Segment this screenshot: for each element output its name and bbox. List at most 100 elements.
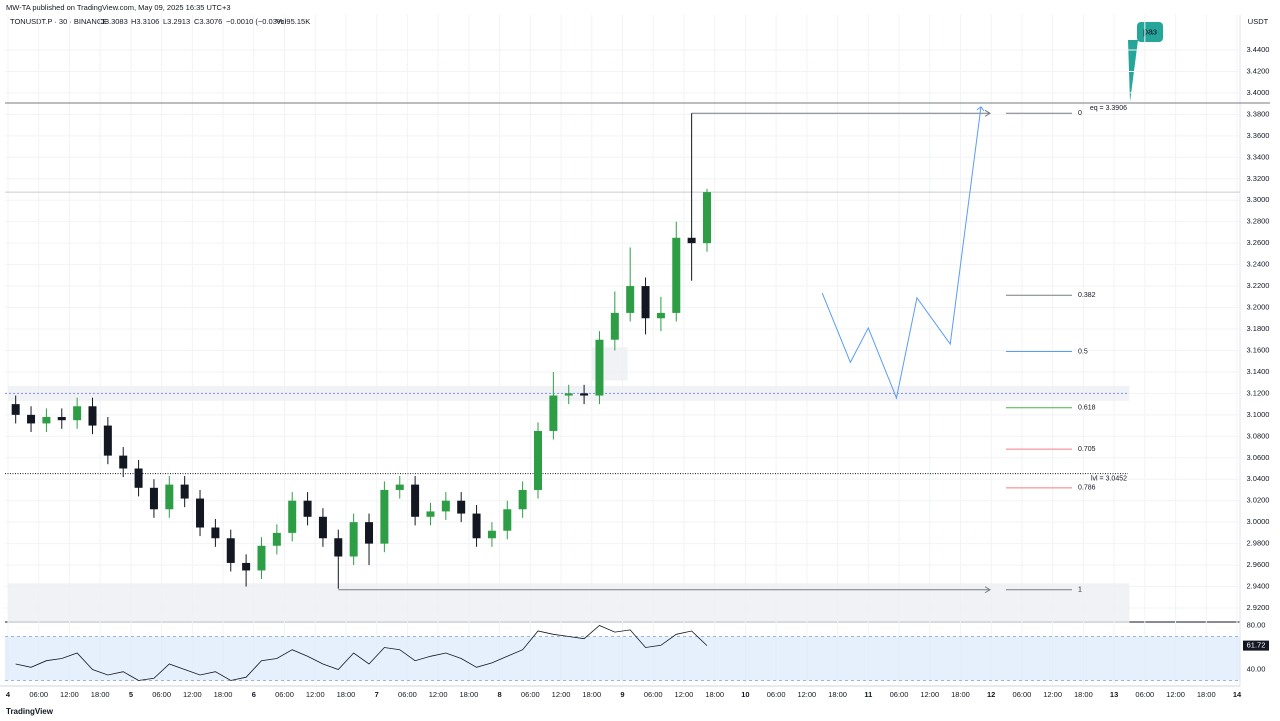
x-tick-label: 12:00 bbox=[183, 690, 202, 699]
candle-body bbox=[257, 545, 266, 571]
rsi-line bbox=[15, 625, 708, 681]
x-tick-label: 06:00 bbox=[890, 690, 909, 699]
x-tick-label: 13 bbox=[1110, 690, 1118, 699]
fib-label: 1 bbox=[1078, 587, 1082, 594]
x-tick-label: 18:00 bbox=[828, 690, 847, 699]
candle-body bbox=[119, 455, 128, 469]
candle-body bbox=[411, 484, 420, 517]
low: L3.2913 bbox=[163, 17, 190, 26]
x-tick-label: 5 bbox=[129, 690, 133, 699]
y-tick-label: 2.9200 bbox=[1247, 603, 1270, 612]
x-tick-label: 18:00 bbox=[214, 690, 233, 699]
brand: TradingView bbox=[6, 707, 54, 716]
y-tick-label: 2.9800 bbox=[1247, 539, 1270, 548]
y-tick-label: 3.2400 bbox=[1247, 260, 1270, 269]
candle-body bbox=[318, 516, 327, 539]
y-tick-label: 3.4200 bbox=[1247, 66, 1270, 75]
fib-anchor bbox=[338, 586, 991, 594]
candle-body bbox=[626, 286, 635, 313]
candle-body bbox=[211, 527, 220, 539]
candle-body bbox=[472, 513, 481, 539]
y-tick-label: 3.3600 bbox=[1247, 131, 1270, 140]
candle-body bbox=[226, 538, 235, 563]
x-tick-label: 12:00 bbox=[60, 690, 79, 699]
candle-body bbox=[534, 430, 543, 490]
candle-body bbox=[426, 511, 435, 517]
y-tick-label: 3.1200 bbox=[1247, 388, 1270, 397]
x-tick-label: 12 bbox=[987, 690, 995, 699]
x-tick-label: 12:00 bbox=[675, 690, 694, 699]
x-tick-label: 7 bbox=[375, 690, 379, 699]
high: H3.3106 bbox=[131, 17, 159, 26]
x-tick-label: 18:00 bbox=[1197, 690, 1216, 699]
drawings bbox=[5, 102, 1270, 624]
fib-label: 0.705 bbox=[1078, 446, 1096, 453]
change: −0.0010 (−0.03%) bbox=[226, 17, 287, 26]
candle-body bbox=[580, 393, 589, 396]
y-tick-label: 3.2200 bbox=[1247, 281, 1270, 290]
candle-body bbox=[441, 500, 450, 512]
rsi-last-label: 61.72 bbox=[1247, 641, 1266, 650]
x-tick-label: 06:00 bbox=[521, 690, 540, 699]
y-tick-label: 2.9600 bbox=[1247, 560, 1270, 569]
candle-body bbox=[503, 509, 512, 531]
candle-body bbox=[134, 468, 143, 488]
y-tick-label: 3.4400 bbox=[1247, 45, 1270, 54]
y-tick-label: 3.0800 bbox=[1247, 431, 1270, 440]
candle-body bbox=[595, 339, 604, 396]
x-tick-label: 18:00 bbox=[951, 690, 970, 699]
projection bbox=[821, 106, 982, 400]
fib-anchor bbox=[691, 109, 991, 117]
x-tick-label: 12:00 bbox=[920, 690, 939, 699]
candle-body bbox=[395, 484, 404, 490]
x-tick-label: 18:00 bbox=[459, 690, 478, 699]
x-tick-label: 18:00 bbox=[91, 690, 110, 699]
candle-body bbox=[687, 237, 696, 244]
bubble-text: раз bbox=[1143, 26, 1157, 36]
fib-label: 0.5 bbox=[1078, 348, 1088, 355]
candle-body bbox=[702, 192, 711, 244]
x-tick-label: 12:00 bbox=[429, 690, 448, 699]
bubble bbox=[1137, 22, 1163, 42]
candle-body bbox=[487, 530, 496, 539]
x-tick-label: 06:00 bbox=[29, 690, 48, 699]
x-tick-label: 06:00 bbox=[1135, 690, 1154, 699]
y-tick-label: 3.2000 bbox=[1247, 303, 1270, 312]
candle-body bbox=[288, 500, 297, 533]
x-tick-label: 14 bbox=[1233, 690, 1242, 699]
candle-body bbox=[165, 484, 174, 510]
candle-body bbox=[656, 312, 665, 319]
projection-arrow bbox=[976, 106, 985, 112]
y-tick-label: 3.0600 bbox=[1247, 453, 1270, 462]
y-tick-label: 3.1600 bbox=[1247, 345, 1270, 354]
x-tick-label: 11 bbox=[864, 690, 872, 699]
y-tick-label: 3.0200 bbox=[1247, 496, 1270, 505]
volume: Vol95.15K bbox=[276, 17, 310, 26]
y-tick-label: 3.1800 bbox=[1247, 324, 1270, 333]
publisher: MW-TA published on TradingView.com, May … bbox=[6, 3, 231, 12]
x-tick-label: 06:00 bbox=[1013, 690, 1032, 699]
x-tick-label: 18:00 bbox=[1074, 690, 1093, 699]
candle-body bbox=[334, 538, 343, 557]
eq-label: eq = 3.3906 bbox=[1090, 105, 1127, 112]
candle-body bbox=[88, 406, 97, 426]
candle-body bbox=[349, 522, 358, 557]
x-tick-label: 12:00 bbox=[552, 690, 571, 699]
x-tick-label: 10 bbox=[741, 690, 749, 699]
y-tick-label: 2.9400 bbox=[1247, 582, 1270, 591]
candle-body bbox=[27, 414, 36, 424]
symbol: TONUSDT.P · 30 · BINANCE bbox=[10, 17, 107, 26]
candle-body bbox=[380, 489, 389, 544]
y-tick-label: 3.1400 bbox=[1247, 367, 1270, 376]
candle-body bbox=[242, 562, 251, 571]
x-tick-label: 12:00 bbox=[797, 690, 816, 699]
candle-body bbox=[180, 484, 189, 499]
y-tick-label: 3.0000 bbox=[1247, 517, 1270, 526]
candle-body bbox=[365, 522, 374, 544]
candle-body bbox=[549, 395, 558, 431]
candle-body bbox=[518, 489, 527, 510]
candle-body bbox=[11, 404, 20, 415]
x-tick-label: 18:00 bbox=[337, 690, 356, 699]
rsi-tick-label: 80.00 bbox=[1247, 620, 1266, 629]
